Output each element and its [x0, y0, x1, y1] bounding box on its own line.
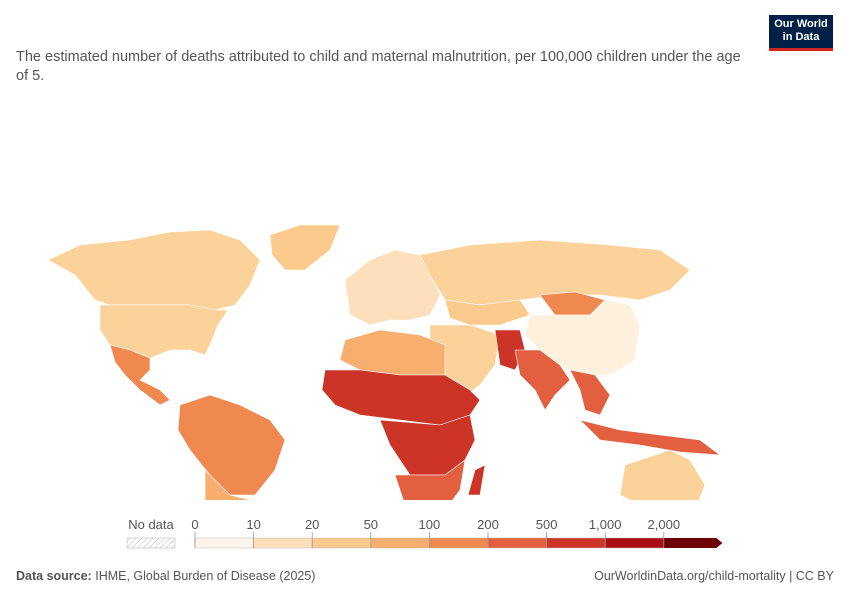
legend-swatch	[429, 537, 489, 549]
indonesia	[579, 419, 722, 456]
southern-africa	[394, 459, 466, 500]
footer-source: Data source: IHME, Global Burden of Dise…	[16, 569, 315, 583]
legend-tick-label: 100	[419, 517, 441, 532]
legend-swatch	[311, 537, 372, 549]
south-america-south	[204, 469, 251, 500]
canada	[47, 229, 261, 311]
north-africa	[339, 329, 446, 376]
logo-line: Our World	[774, 18, 828, 30]
india	[514, 349, 571, 411]
world-map	[47, 224, 722, 500]
legend-swatch	[487, 537, 547, 549]
logo-line: in Data	[782, 31, 820, 43]
legend-swatch	[370, 537, 430, 549]
legend-tick-label: 200	[477, 517, 499, 532]
central-asia	[444, 299, 531, 326]
source: IHME, Global Burden of Disease (2025)	[95, 569, 316, 583]
logo[interactable]: Our World in Data	[769, 15, 833, 51]
subtitle: The estimated number of deaths attribute…	[16, 49, 741, 84]
greenland	[269, 224, 341, 271]
legend-tick-label: 10	[246, 517, 260, 532]
australia	[619, 449, 706, 500]
legend-tick-label: 20	[305, 517, 319, 532]
southeast-asia	[569, 369, 611, 416]
legend-tick-label: 1,000	[589, 517, 622, 532]
legend-swatch	[546, 537, 606, 549]
legend-swatch	[253, 537, 313, 549]
no-data-label: No data	[128, 517, 174, 532]
legend-swatch	[604, 537, 665, 549]
mexico	[109, 344, 171, 406]
europe	[344, 249, 441, 326]
legend-tick-label: 2,000	[648, 517, 681, 532]
source-label: Data source:	[16, 569, 92, 583]
legend-tick-label: 0	[191, 517, 198, 532]
legend-swatch	[194, 537, 254, 549]
legend-tick-label: 50	[364, 517, 378, 532]
madagascar	[467, 464, 486, 496]
legend-tick-label: 500	[536, 517, 558, 532]
legend: No data 0 10 20 50 100 200 500 1,000 2,000	[126, 517, 723, 549]
south-america-north	[177, 394, 286, 496]
no-data-swatch	[126, 537, 176, 549]
legend-arrow	[663, 538, 723, 548]
footer-link[interactable]: OurWorldinData.org/child-mortality | CC …	[594, 569, 834, 583]
